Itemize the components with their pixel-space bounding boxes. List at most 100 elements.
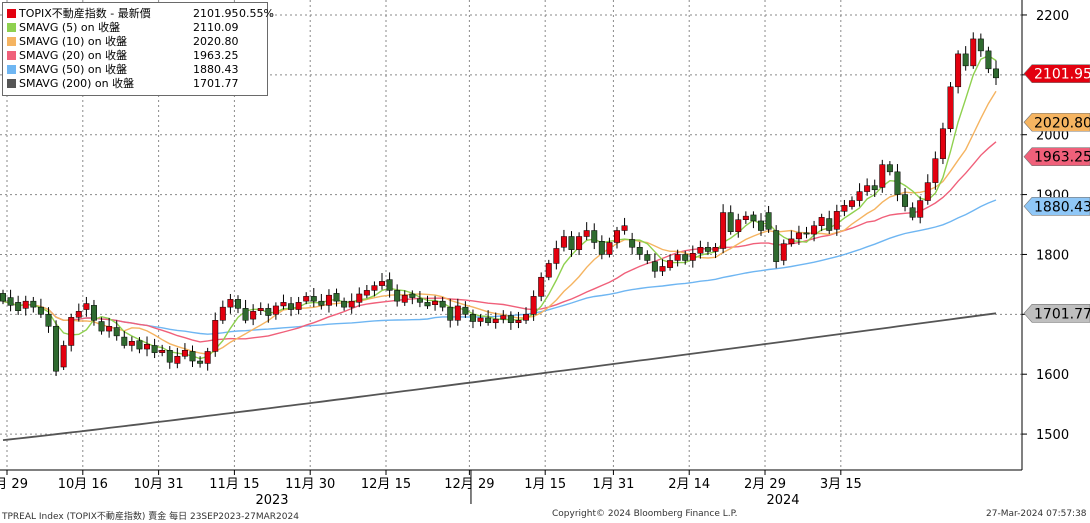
sma20-line xyxy=(2,141,997,343)
candle-down xyxy=(469,314,476,322)
footer-index-info: TPREAL Index (TOPIX不動産指数) 賣金 每日 23SEP202… xyxy=(2,512,299,522)
legend-row-sma200: SMAVG (200) on 收盤 1701.77 xyxy=(3,77,267,91)
footer-timestamp: 27-Mar-2024 07:57:38 xyxy=(986,509,1087,519)
candle-down xyxy=(750,214,757,222)
candle-down xyxy=(151,345,158,353)
last-value-tag xyxy=(1023,112,1090,132)
candle-down xyxy=(98,321,105,332)
legend-label-price: TOPIX不動産指数 - 最新價 xyxy=(19,7,151,20)
legend-value-sma20: 1963.25 xyxy=(193,49,239,62)
legend-row-sma20: SMAVG (20) on 收盤 1963.25 xyxy=(3,49,267,63)
candle-down xyxy=(765,212,772,230)
candle-down xyxy=(636,247,643,255)
candle-down xyxy=(886,164,893,173)
candle-up xyxy=(712,247,719,252)
x-tick-label: 1月 31 xyxy=(592,477,634,492)
candle-up xyxy=(674,254,681,261)
last-value-label: 2020.80 xyxy=(1023,112,1090,132)
candle-up xyxy=(848,200,855,207)
candle-down xyxy=(37,306,44,315)
candle-down xyxy=(166,350,173,363)
last-value-text: 1701.77 xyxy=(1034,306,1090,322)
candle-up xyxy=(811,225,818,235)
candle-up xyxy=(553,248,560,264)
gridlines xyxy=(0,0,1022,470)
candle-down xyxy=(341,300,348,308)
legend-swatch-sma200 xyxy=(7,79,16,88)
sma50-line xyxy=(2,199,997,335)
candle-down xyxy=(447,306,454,321)
candle-up xyxy=(432,300,439,306)
candle-up xyxy=(492,318,499,323)
candle-down xyxy=(758,220,764,231)
candle-down xyxy=(0,293,6,302)
candle-up xyxy=(735,219,742,232)
candle-up xyxy=(583,230,590,237)
x-tick-label: 10月 16 xyxy=(58,477,108,492)
legend-value-sma5: 2110.09 xyxy=(193,21,239,34)
x-tick-label: 3月 15 xyxy=(820,477,862,492)
candle-up xyxy=(621,225,628,231)
candle-up xyxy=(833,211,840,230)
candle-up xyxy=(530,296,537,315)
candle-up xyxy=(83,303,90,310)
candle-down xyxy=(894,171,901,195)
legend-value-sma10: 2020.80 xyxy=(193,35,239,48)
legend-change-price: 0.55% xyxy=(239,7,274,20)
candle-up xyxy=(204,351,211,364)
candle-down xyxy=(871,185,878,191)
candle-up xyxy=(363,290,370,296)
candle-down xyxy=(45,314,52,327)
axes: 150016001700180019002000210022009月 2910月… xyxy=(0,0,1090,508)
candle-down xyxy=(136,340,143,350)
y-tick-label: 1800 xyxy=(1036,248,1069,263)
legend-swatch-price xyxy=(7,9,16,18)
x-tick-label: 2月 29 xyxy=(744,477,786,492)
candle-up xyxy=(257,308,264,311)
candle-up xyxy=(219,306,226,321)
candle-down xyxy=(507,315,514,323)
candle-up xyxy=(523,314,530,321)
y-tick-label: 1500 xyxy=(1036,428,1069,443)
candle-up xyxy=(325,294,332,306)
last-value-text: 2101.95 xyxy=(1034,67,1090,83)
legend-swatch-sma20 xyxy=(7,51,16,60)
candle-up xyxy=(303,296,310,302)
x-tick-label: 1月 15 xyxy=(524,477,566,492)
y-tick-label: 2200 xyxy=(1036,9,1069,24)
candle-down xyxy=(189,351,196,362)
candle-up xyxy=(454,305,461,321)
legend-label-sma50: SMAVG (50) on 收盤 xyxy=(19,63,128,76)
last-value-tag xyxy=(1023,303,1090,323)
candle-up xyxy=(545,263,552,278)
candle-up xyxy=(174,355,181,364)
y-tick-label: 1600 xyxy=(1036,368,1069,383)
candle-up xyxy=(75,311,82,318)
candle-up xyxy=(356,293,363,303)
x-tick-label: 9月 29 xyxy=(0,477,28,492)
last-value-label: 1963.25 xyxy=(1023,147,1090,167)
year-label: 2023 xyxy=(255,493,288,508)
candle-down xyxy=(977,38,984,52)
candle-down xyxy=(424,302,431,307)
candle-down xyxy=(30,300,37,308)
last-value-tag xyxy=(1023,64,1090,83)
legend-label-sma200: SMAVG (200) on 收盤 xyxy=(19,77,135,90)
candle-up xyxy=(401,294,408,303)
candle-up xyxy=(60,345,67,368)
candle-up xyxy=(689,253,696,261)
candle-down xyxy=(318,300,325,306)
candle-up xyxy=(144,344,151,350)
legend-swatch-sma50 xyxy=(7,65,16,74)
candle-up xyxy=(159,350,166,353)
candle-up xyxy=(181,350,188,357)
candle-down xyxy=(902,194,909,207)
candle-down xyxy=(773,230,780,262)
candle-up xyxy=(68,317,75,346)
x-tick-label: 11月 30 xyxy=(285,477,335,492)
candle-down xyxy=(310,296,317,302)
candle-down xyxy=(235,299,241,309)
candle-up xyxy=(955,53,962,88)
candle-up xyxy=(477,317,484,322)
candle-up xyxy=(128,341,135,346)
